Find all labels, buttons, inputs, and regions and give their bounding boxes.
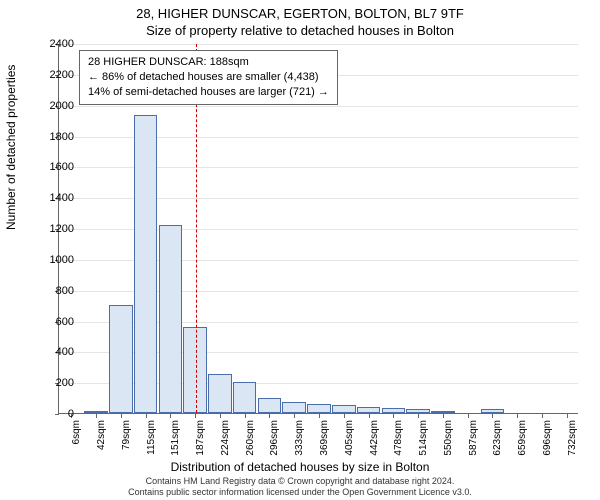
y-tick-label: 2200 bbox=[34, 69, 74, 81]
y-axis-label: Number of detached properties bbox=[4, 65, 18, 230]
chart-title-line2: Size of property relative to detached ho… bbox=[0, 21, 600, 38]
histogram-bar bbox=[208, 374, 232, 413]
x-tick-mark bbox=[195, 414, 196, 418]
chart-container: 28, HIGHER DUNSCAR, EGERTON, BOLTON, BL7… bbox=[0, 0, 600, 500]
x-tick-mark bbox=[294, 414, 295, 418]
annotation-line3: 14% of semi-detached houses are larger (… bbox=[88, 85, 329, 100]
x-tick-mark bbox=[121, 414, 122, 418]
x-tick-mark bbox=[146, 414, 147, 418]
x-tick-mark bbox=[96, 414, 97, 418]
histogram-bar bbox=[406, 409, 430, 413]
x-tick-mark bbox=[468, 414, 469, 418]
y-tick-label: 1200 bbox=[34, 223, 74, 235]
histogram-bar bbox=[431, 411, 455, 413]
gridline bbox=[59, 106, 578, 107]
annotation-line2: ← 86% of detached houses are smaller (4,… bbox=[88, 70, 329, 85]
x-axis-label: Distribution of detached houses by size … bbox=[0, 460, 600, 474]
y-tick-label: 2000 bbox=[34, 100, 74, 112]
annotation-box: 28 HIGHER DUNSCAR: 188sqm← 86% of detach… bbox=[79, 50, 338, 105]
histogram-bar bbox=[134, 115, 158, 413]
histogram-bar bbox=[332, 405, 356, 413]
footer-line2: Contains public sector information licen… bbox=[0, 487, 600, 498]
y-tick-label: 1000 bbox=[34, 254, 74, 266]
histogram-bar bbox=[159, 225, 183, 413]
x-tick-mark bbox=[269, 414, 270, 418]
x-tick-mark bbox=[418, 414, 419, 418]
plot-area: 6sqm42sqm79sqm115sqm151sqm187sqm224sqm26… bbox=[58, 44, 578, 414]
chart-title-line1: 28, HIGHER DUNSCAR, EGERTON, BOLTON, BL7… bbox=[0, 0, 600, 21]
x-tick-mark bbox=[492, 414, 493, 418]
histogram-bar bbox=[84, 411, 108, 413]
histogram-bar bbox=[258, 398, 282, 413]
y-tick-label: 400 bbox=[34, 346, 74, 358]
histogram-bar bbox=[233, 382, 257, 413]
y-tick-label: 600 bbox=[34, 316, 74, 328]
x-tick-mark bbox=[344, 414, 345, 418]
y-tick-label: 200 bbox=[34, 377, 74, 389]
footer-line1: Contains HM Land Registry data © Crown c… bbox=[0, 476, 600, 487]
x-tick-mark bbox=[245, 414, 246, 418]
histogram-bar bbox=[109, 305, 133, 413]
histogram-bar bbox=[282, 402, 306, 413]
y-tick-label: 0 bbox=[34, 408, 74, 420]
y-tick-label: 800 bbox=[34, 285, 74, 297]
histogram-bar bbox=[481, 409, 505, 413]
x-tick-mark bbox=[393, 414, 394, 418]
x-tick-mark bbox=[542, 414, 543, 418]
y-tick-label: 1800 bbox=[34, 131, 74, 143]
footer-attribution: Contains HM Land Registry data © Crown c… bbox=[0, 476, 600, 498]
gridline bbox=[59, 44, 578, 45]
x-tick-mark bbox=[220, 414, 221, 418]
chart-area: 6sqm42sqm79sqm115sqm151sqm187sqm224sqm26… bbox=[58, 44, 578, 414]
histogram-bar bbox=[307, 404, 331, 413]
x-tick-mark bbox=[170, 414, 171, 418]
annotation-line1: 28 HIGHER DUNSCAR: 188sqm bbox=[88, 55, 329, 70]
y-tick-label: 1400 bbox=[34, 192, 74, 204]
x-tick-mark bbox=[319, 414, 320, 418]
x-tick-mark bbox=[443, 414, 444, 418]
x-tick-mark bbox=[369, 414, 370, 418]
histogram-bar bbox=[382, 408, 406, 413]
y-tick-label: 1600 bbox=[34, 161, 74, 173]
x-tick-mark bbox=[517, 414, 518, 418]
y-tick-label: 2400 bbox=[34, 38, 74, 50]
x-tick-mark bbox=[567, 414, 568, 418]
histogram-bar bbox=[357, 407, 381, 413]
